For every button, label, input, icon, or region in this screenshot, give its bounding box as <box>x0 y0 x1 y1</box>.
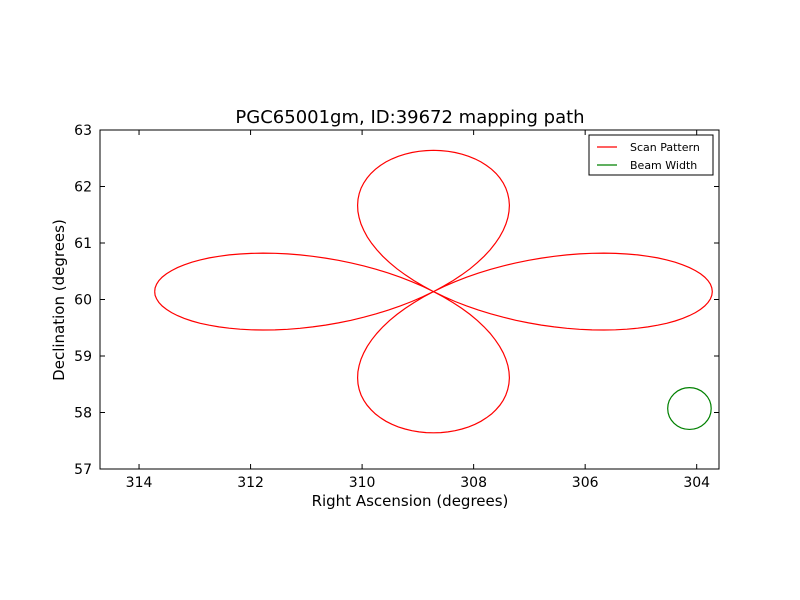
chart-title: PGC65001gm, ID:39672 mapping path <box>235 107 584 128</box>
y-tick-label: 60 <box>74 293 92 309</box>
plot-area <box>99 129 720 470</box>
plot-frame <box>99 129 720 470</box>
beam-width-ellipse <box>667 387 712 431</box>
beam-width-circle <box>667 387 712 431</box>
x-tick-label: 312 <box>237 475 264 491</box>
x-tick-label: 314 <box>126 475 153 491</box>
y-tick-label: 62 <box>74 180 92 196</box>
y-axis-label: Declination (degrees) <box>50 219 68 381</box>
scan-pattern-path <box>154 149 713 434</box>
scan-pattern-line <box>154 149 713 434</box>
x-axis-label: Right Ascension (degrees) <box>312 492 509 510</box>
legend-box <box>588 134 714 176</box>
x-axis-ticks: 314 312 310 308 306 304 <box>126 130 710 491</box>
y-axis-ticks: 57 58 59 60 61 62 63 <box>74 123 719 478</box>
legend: Scan Pattern Beam Width <box>588 134 714 176</box>
y-tick-label: 59 <box>74 349 92 365</box>
y-tick-label: 61 <box>74 236 92 252</box>
y-tick-label: 57 <box>74 462 92 478</box>
x-tick-label: 308 <box>460 475 487 491</box>
x-tick-label: 310 <box>349 475 376 491</box>
y-tick-label: 58 <box>74 406 92 422</box>
x-tick-label: 304 <box>683 475 710 491</box>
legend-beam-label: Beam Width <box>630 159 697 172</box>
x-tick-label: 306 <box>572 475 599 491</box>
y-tick-label: 63 <box>74 123 92 139</box>
legend-scan-label: Scan Pattern <box>630 141 700 154</box>
